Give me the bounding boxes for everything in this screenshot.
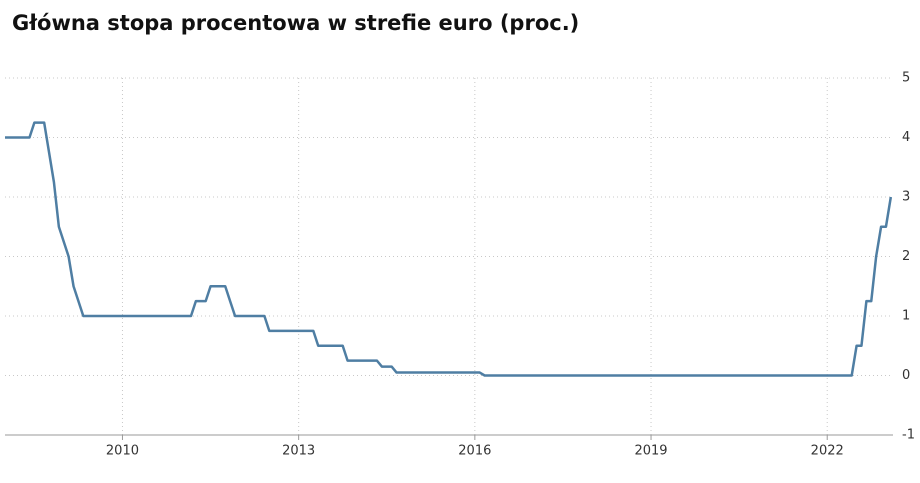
x-tick-label: 2013 — [282, 444, 315, 459]
chart-title: Główna stopa procentowa w strefie euro (… — [12, 11, 579, 35]
y-tick-label: 0 — [902, 368, 910, 383]
y-tick-label: 3 — [902, 190, 910, 205]
y-tick-label: 5 — [902, 71, 910, 86]
y-tick-label: 1 — [902, 309, 910, 324]
data-line — [5, 121, 893, 377]
x-tick-label: 2022 — [811, 444, 844, 459]
y-tick-label: -1 — [902, 428, 915, 443]
x-tick-label: 2016 — [458, 444, 491, 459]
y-tick-label: 2 — [902, 249, 910, 264]
x-tick-label: 2010 — [106, 444, 139, 459]
x-tick-label: 2019 — [634, 444, 667, 459]
y-tick-label: 4 — [902, 130, 910, 145]
